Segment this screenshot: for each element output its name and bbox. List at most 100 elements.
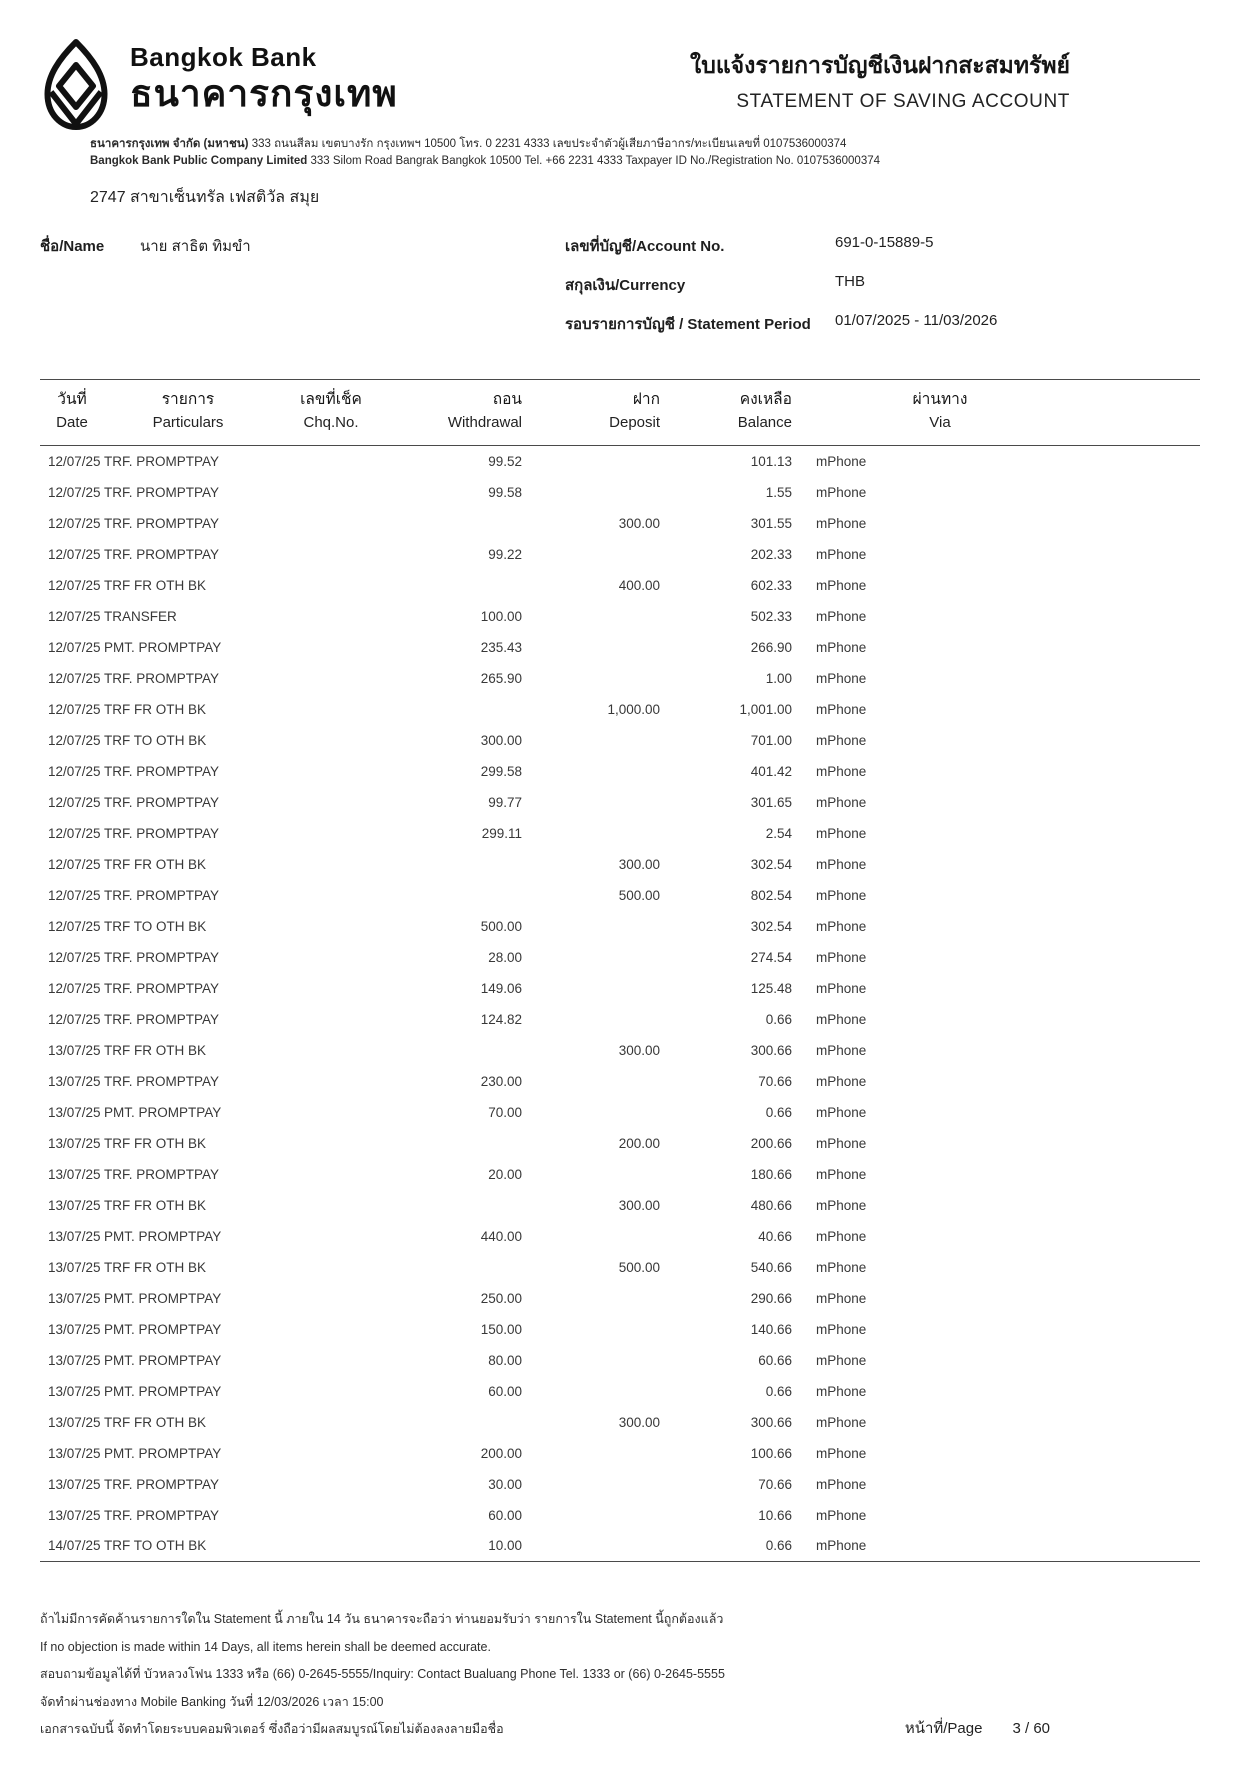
table-row: 13/07/25 PMT. PROMPTPAY 80.00 60.66 mPhone — [40, 1345, 1200, 1376]
cell-withdrawal: 99.22 — [488, 546, 522, 562]
cell-chq-no — [272, 663, 390, 694]
cell-deposit — [530, 942, 668, 973]
table-row: 12/07/25 TRF. PROMPTPAY 265.90 1.00 mPhone — [40, 663, 1200, 694]
cell-chq-no — [272, 1438, 390, 1469]
customer-name-row: ชื่อ/Name นาย สาธิต ทิมขำ — [40, 234, 565, 351]
cell-via: mPhone — [816, 1042, 867, 1058]
cell-via: mPhone — [816, 1538, 867, 1554]
cell-date: 13/07/25 — [48, 1228, 101, 1244]
cell-chq-no — [272, 973, 390, 1004]
cell-via: mPhone — [816, 1507, 867, 1523]
cell-via: mPhone — [816, 1197, 867, 1213]
bank-address-th: ธนาคารกรุงเทพ จำกัด (มหาชน) 333 ถนนสีลม … — [90, 136, 1200, 153]
cell-deposit — [530, 1314, 668, 1345]
bank-name-en: Bangkok Bank — [130, 42, 317, 72]
cell-balance: 0.66 — [765, 1104, 792, 1120]
cell-deposit — [530, 911, 668, 942]
cell-balance: 60.66 — [758, 1352, 792, 1368]
transactions-table: วันที่ Date รายการ Particulars เลขที่เช็ค C… — [40, 379, 1200, 1562]
cell-deposit — [530, 446, 668, 477]
cell-balance: 40.66 — [758, 1228, 792, 1244]
cell-date: 12/07/25 — [48, 918, 101, 934]
cell-chq-no — [272, 446, 390, 477]
table-row: 13/07/25 PMT. PROMPTPAY 440.00 40.66 mPhone — [40, 1221, 1200, 1252]
cell-date: 12/07/25 — [48, 577, 101, 593]
cell-date: 13/07/25 — [48, 1166, 101, 1182]
cell-particulars: TRF FR OTH BK — [104, 1259, 206, 1275]
cell-withdrawal: 265.90 — [480, 670, 522, 686]
cell-withdrawal: 20.00 — [488, 1166, 522, 1182]
cell-date: 13/07/25 — [48, 1073, 101, 1089]
table-row: 12/07/25 TRF. PROMPTPAY 28.00 274.54 mPhone — [40, 942, 1200, 973]
cell-particulars: TRF. PROMPTPAY — [104, 980, 220, 996]
table-row: 12/07/25 TRF. PROMPTPAY 99.22 202.33 mPhone — [40, 539, 1200, 570]
cell-withdrawal: 500.00 — [480, 918, 522, 934]
cell-withdrawal — [390, 508, 530, 539]
cell-chq-no — [272, 1097, 390, 1128]
table-row: 13/07/25 TRF FR OTH BK 300.00 300.66 mPhone — [40, 1035, 1200, 1066]
table-row: 13/07/25 PMT. PROMPTPAY 150.00 140.66 mPhone — [40, 1314, 1200, 1345]
cell-chq-no — [272, 1500, 390, 1531]
cell-chq-no — [272, 694, 390, 725]
cell-withdrawal: 60.00 — [488, 1383, 522, 1399]
table-row: 13/07/25 PMT. PROMPTPAY 70.00 0.66 mPhone — [40, 1097, 1200, 1128]
cell-chq-no — [272, 632, 390, 663]
cell-via: mPhone — [816, 732, 867, 748]
cell-withdrawal — [390, 694, 530, 725]
cell-particulars: PMT. PROMPTPAY — [104, 1445, 222, 1461]
cell-chq-no — [272, 1376, 390, 1407]
cell-balance: 480.66 — [750, 1197, 792, 1213]
cell-particulars: TRF. PROMPTPAY — [104, 1011, 220, 1027]
cell-deposit — [530, 725, 668, 756]
cell-balance: 266.90 — [750, 639, 792, 655]
cell-date: 12/07/25 — [48, 701, 101, 717]
transactions-header: วันที่ Date รายการ Particulars เลขที่เช็ค C… — [40, 379, 1200, 446]
cell-chq-no — [272, 787, 390, 818]
cell-withdrawal: 150.00 — [480, 1321, 522, 1337]
table-row: 12/07/25 TRF. PROMPTPAY 500.00 802.54 mPhone — [40, 880, 1200, 911]
cell-balance: 301.55 — [750, 515, 792, 531]
cell-withdrawal: 149.06 — [480, 980, 522, 996]
col-header-chq-no: เลขที่เช็ค Chq.No. — [272, 379, 390, 446]
cell-particulars: TRF FR OTH BK — [104, 856, 206, 872]
table-row: 12/07/25 TRF. PROMPTPAY 300.00 301.55 mPhone — [40, 508, 1200, 539]
currency-value: THB — [835, 273, 865, 290]
table-row: 12/07/25 TRF FR OTH BK 300.00 302.54 mPhone — [40, 849, 1200, 880]
cell-via: mPhone — [816, 1166, 867, 1182]
cell-via: mPhone — [816, 887, 867, 903]
account-detail-rows: เลขที่บัญชี/Account No. 691-0-15889-5 สก… — [565, 234, 1200, 351]
cell-via: mPhone — [816, 701, 867, 717]
cell-chq-no — [272, 477, 390, 508]
cell-balance: 100.66 — [750, 1445, 792, 1461]
bank-address-th-rest: 333 ถนนสีลม เขตบางรัก กรุงเทพฯ 10500 โทร… — [251, 138, 847, 150]
cell-particulars: PMT. PROMPTPAY — [104, 639, 222, 655]
cell-deposit — [530, 1159, 668, 1190]
bank-address-th-lead: ธนาคารกรุงเทพ จำกัด (มหาชน) — [90, 138, 249, 150]
table-row: 12/07/25 TRF TO OTH BK 300.00 701.00 mPhone — [40, 725, 1200, 756]
cell-chq-no — [272, 818, 390, 849]
cell-balance: 0.66 — [765, 1383, 792, 1399]
cell-withdrawal: 70.00 — [488, 1104, 522, 1120]
cell-chq-no — [272, 1221, 390, 1252]
cell-balance: 701.00 — [750, 732, 792, 748]
cell-particulars: TRF. PROMPTPAY — [104, 453, 220, 469]
table-row: 13/07/25 PMT. PROMPTPAY 250.00 290.66 mPhone — [40, 1283, 1200, 1314]
cell-via: mPhone — [816, 1228, 867, 1244]
cell-chq-no — [272, 508, 390, 539]
table-row: 13/07/25 TRF FR OTH BK 300.00 300.66 mPhone — [40, 1407, 1200, 1438]
transactions-table-wrap: วันที่ Date รายการ Particulars เลขที่เช็ค C… — [40, 379, 1200, 1562]
cell-balance: 302.54 — [750, 918, 792, 934]
cell-withdrawal: 99.58 — [488, 484, 522, 500]
customer-name-label: ชื่อ/Name — [40, 238, 105, 255]
cell-deposit — [530, 601, 668, 632]
cell-balance: 1,001.00 — [739, 701, 792, 717]
cell-date: 12/07/25 — [48, 484, 101, 500]
cell-withdrawal: 60.00 — [488, 1507, 522, 1523]
table-row: 14/07/25 TRF TO OTH BK 10.00 0.66 mPhone — [40, 1531, 1200, 1562]
cell-balance: 300.66 — [750, 1042, 792, 1058]
cell-via: mPhone — [816, 1135, 867, 1151]
cell-withdrawal: 99.77 — [488, 794, 522, 810]
cell-chq-no — [272, 756, 390, 787]
table-row: 13/07/25 TRF FR OTH BK 300.00 480.66 mPhone — [40, 1190, 1200, 1221]
cell-withdrawal: 299.58 — [480, 763, 522, 779]
